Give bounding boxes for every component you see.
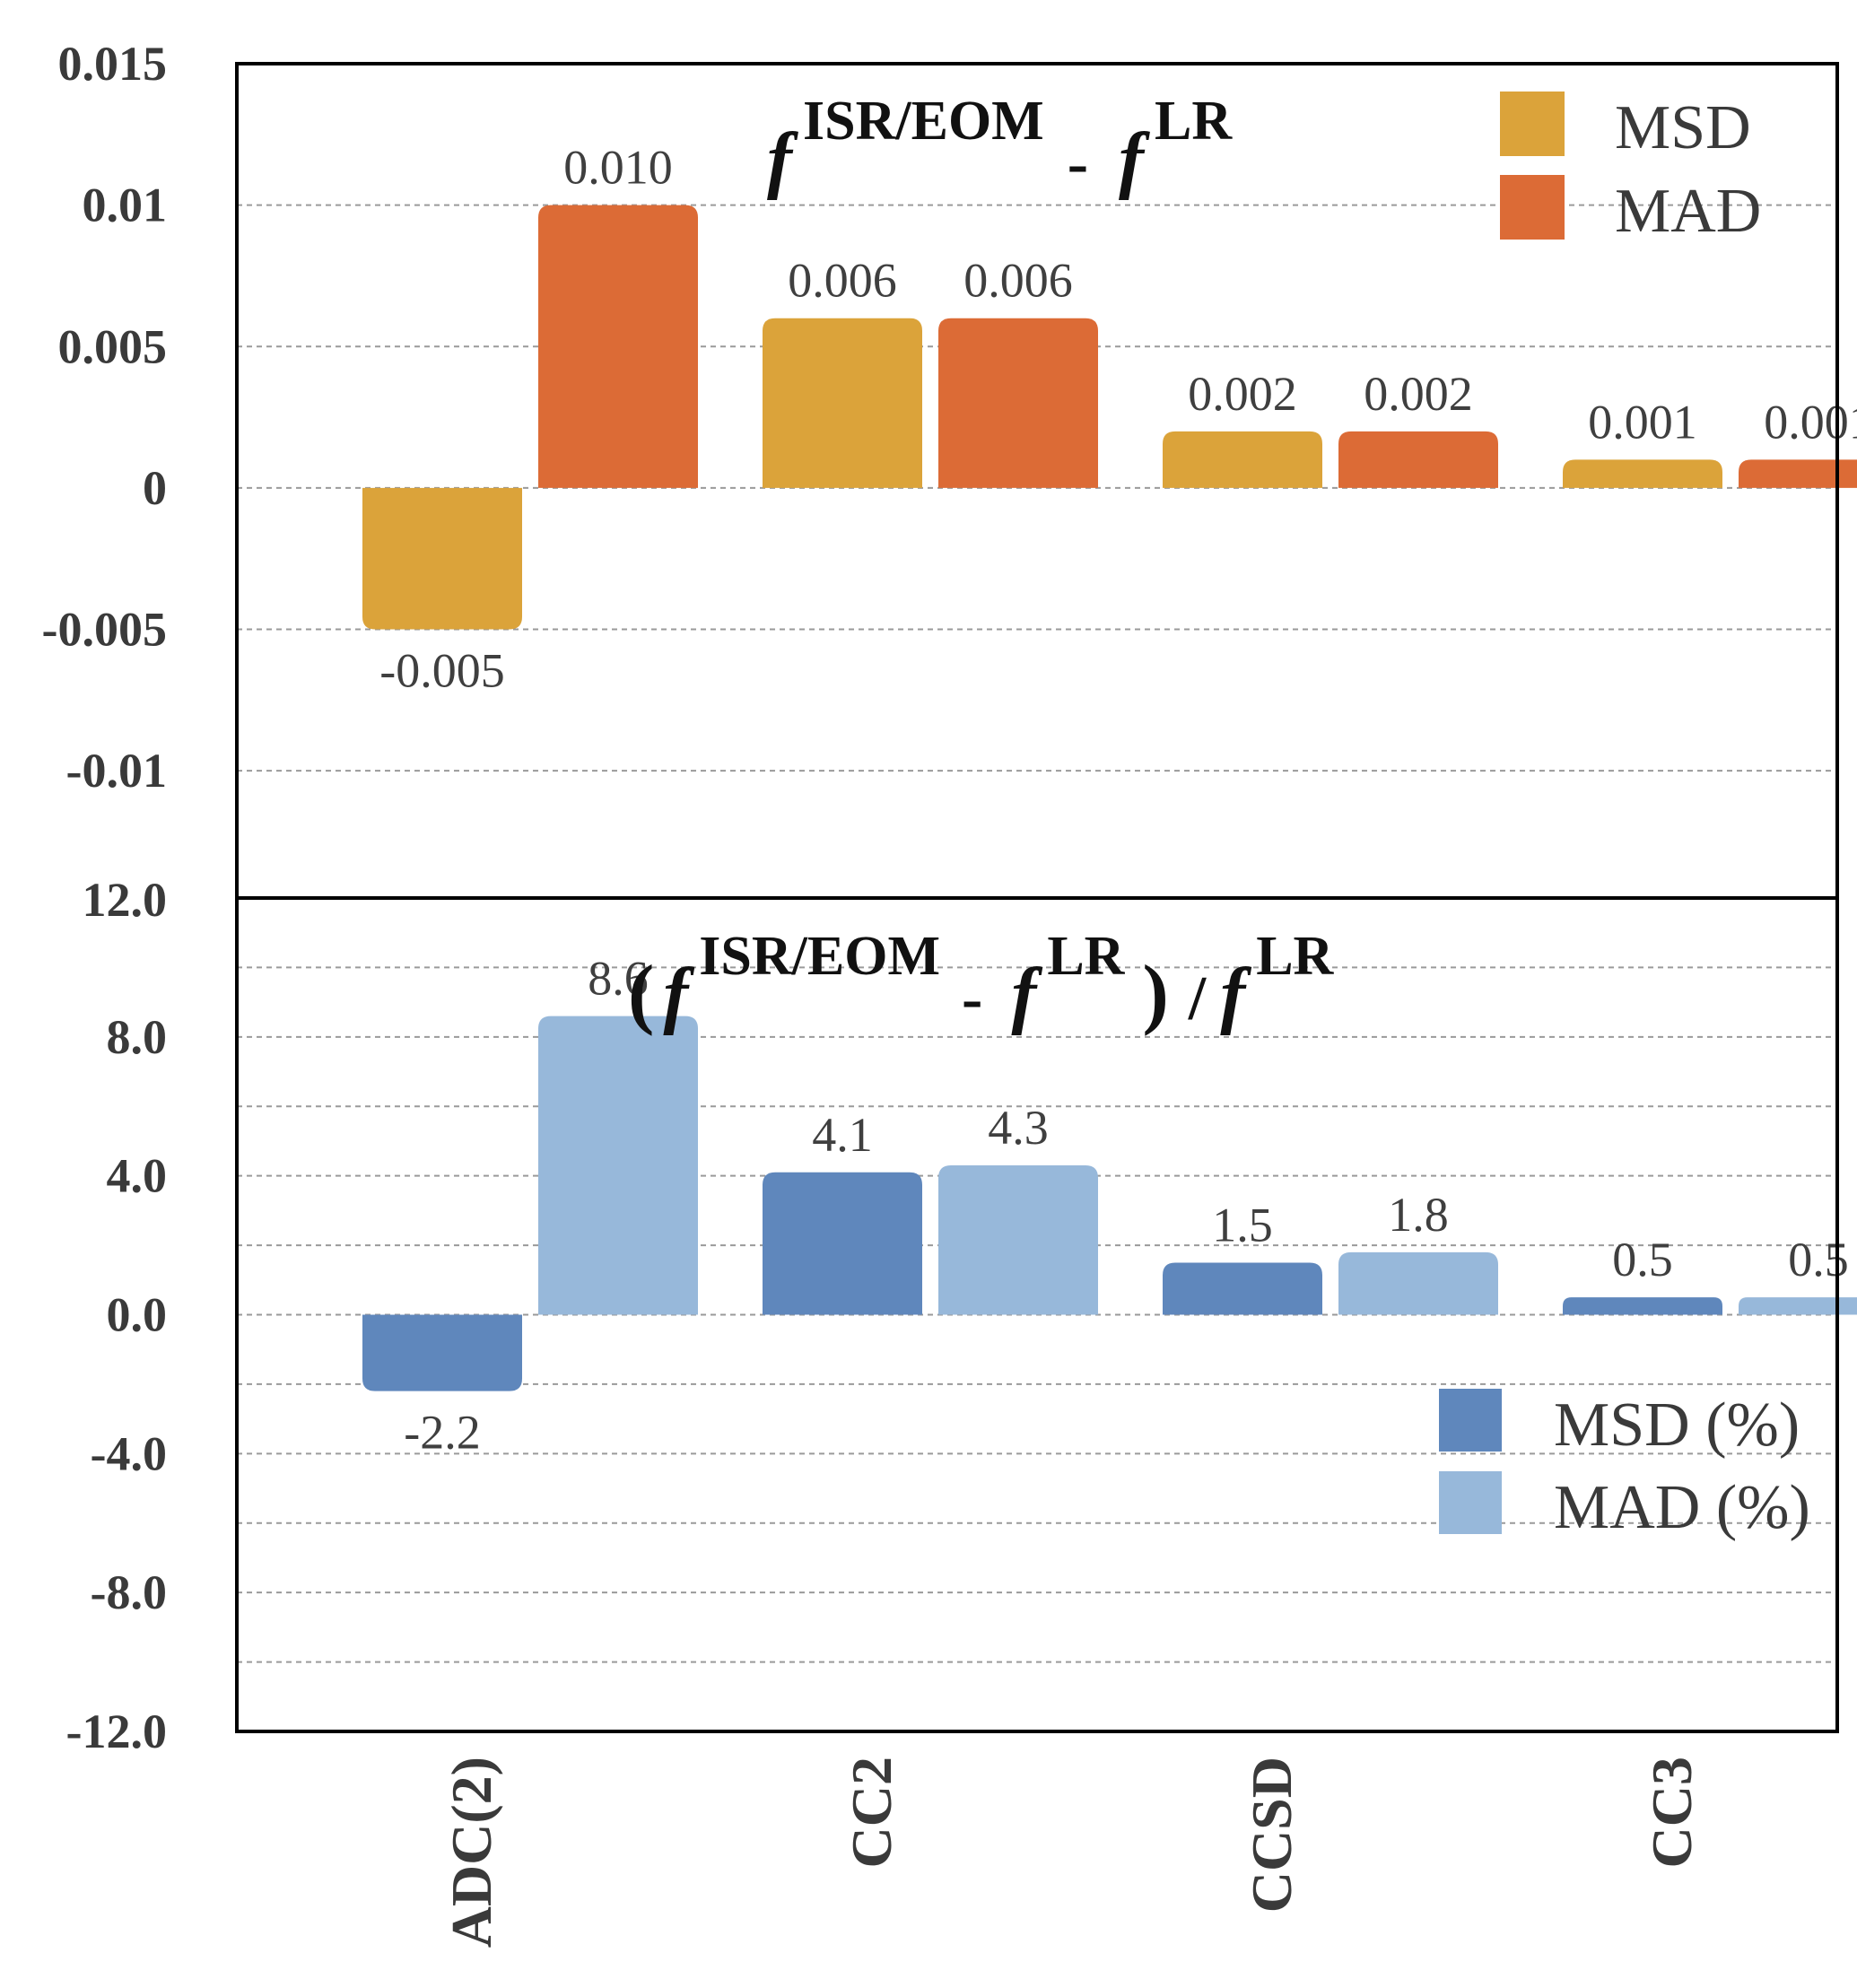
value-label-msd-adc-2: -0.005 [379, 644, 504, 698]
top-title-f2: f [1119, 118, 1150, 201]
top-value-labels: -0.005 0.006 0.002 0.001 0.010 0.006 0.002 0.00… [379, 141, 1857, 698]
bottom-title-f3: f [1220, 953, 1251, 1036]
legend-label-msd: MSD [1615, 93, 1751, 162]
bot-y-tick-label: 8.0 [107, 1010, 168, 1064]
bot-y-tick-label: -8.0 [91, 1565, 167, 1619]
top-y-tick-label: -0.01 [66, 744, 167, 798]
bot-y-tick-label: -4.0 [91, 1426, 167, 1480]
top-bars [362, 205, 1857, 630]
bottom-plot-frame [235, 896, 1839, 1733]
bar-mad-cc2 [938, 318, 1098, 488]
value-label-mad-cc3: 0.5 [1788, 1233, 1849, 1286]
x-axis-category-labels: ADC(2) CC2 CCSD CC3 [440, 1757, 1704, 1948]
legend-label-msd-percent: MSD (%) [1554, 1391, 1800, 1460]
legend-label-mad: MAD [1615, 177, 1761, 246]
top-title: f ISR/EOM - f LR [767, 91, 1233, 201]
bottom-title-sup-lr-2: LR [1256, 926, 1334, 987]
top-panel: -0.0050.0060.0020.0010.0100.0060.0020.00… [42, 37, 1857, 900]
category-label-adc-2: ADC(2) [440, 1757, 503, 1948]
top-y-tick-label: 0 [143, 461, 167, 515]
category-label-cc3: CC3 [1640, 1757, 1704, 1868]
category-label-ccsd: CCSD [1240, 1757, 1303, 1913]
bottom-title-sup-isr-eom: ISR/EOM [699, 926, 940, 987]
bar-mad-adc-2 [538, 1016, 698, 1315]
top-y-tick-label: 0.015 [58, 37, 168, 91]
legend-swatch-msd-percent [1439, 1389, 1502, 1452]
bottom-title: ( f ISR/EOM - f LR ) / f LR [628, 926, 1335, 1037]
bar-mad-cc2 [938, 1165, 1098, 1315]
bot-y-tick-label: 4.0 [107, 1149, 168, 1203]
value-label-mad-cc2: 4.3 [988, 1101, 1049, 1155]
value-label-msd-cc3: 0.001 [1588, 395, 1697, 449]
value-label-msd-cc3: 0.5 [1612, 1233, 1673, 1286]
bottom-title-open-paren: ( [628, 950, 654, 1037]
bar-msd-cc3 [1563, 1297, 1722, 1315]
value-label-mad-ccsd: 1.8 [1388, 1188, 1449, 1242]
bar-msd-cc2 [763, 318, 922, 488]
bottom-bars [362, 1016, 1857, 1391]
bottom-title-close-paren: ) [1142, 950, 1168, 1037]
bot-y-tick-label: 0.0 [107, 1288, 168, 1342]
value-label-msd-adc-2: -2.2 [404, 1406, 480, 1460]
value-label-msd-cc2: 0.006 [788, 254, 897, 308]
bottom-y-axis-ticks: 12.0 8.0 4.0 0.0 -4.0 -8.0 -12.0 [66, 873, 167, 1758]
bot-y-tick-label: -12.0 [66, 1705, 167, 1758]
category-label-cc2: CC2 [840, 1757, 903, 1868]
value-label-msd-ccsd: 0.002 [1188, 367, 1297, 421]
bar-msd-ccsd [1163, 431, 1322, 488]
bottom-title-slash: / [1188, 964, 1207, 1033]
value-label-mad-cc2: 0.006 [963, 254, 1073, 308]
bar-mad-ccsd [1338, 431, 1498, 488]
bottom-panel: -2.2 4.1 1.5 0.5 8.6 4.3 1.8 0.5 12.0 8.0 4.0 0.0 -… [66, 873, 1857, 1758]
legend-swatch-msd [1500, 92, 1565, 156]
top-legend: MSD MAD [1500, 92, 1761, 246]
value-label-mad-cc3: 0.001 [1764, 395, 1857, 449]
top-title-sup-isr-eom: ISR/EOM [803, 91, 1044, 152]
bar-mad-ccsd [1338, 1251, 1498, 1315]
bar-msd-cc3 [1563, 459, 1722, 488]
bottom-title-sup-lr: LR [1047, 926, 1125, 987]
top-y-tick-label: 0.01 [83, 179, 168, 232]
value-label-msd-cc2: 4.1 [812, 1108, 873, 1162]
top-y-tick-label: -0.005 [42, 603, 167, 657]
bar-msd-cc2 [763, 1172, 922, 1315]
bottom-title-minus: - [962, 964, 982, 1033]
legend-label-mad-percent: MAD (%) [1554, 1473, 1810, 1542]
legend-swatch-mad-percent [1439, 1471, 1502, 1534]
top-title-sup-lr: LR [1155, 91, 1233, 152]
value-label-mad-adc-2: 0.010 [563, 141, 673, 195]
value-label-mad-adc-2: 8.6 [588, 952, 649, 1006]
value-label-msd-ccsd: 1.5 [1212, 1198, 1273, 1251]
top-title-minus: - [1068, 129, 1088, 198]
top-y-tick-label: 0.005 [58, 319, 168, 373]
top-title-f1: f [767, 118, 798, 201]
bar-mad-adc-2 [538, 205, 698, 488]
bar-mad-cc3 [1739, 1297, 1857, 1315]
bot-y-tick-label: 12.0 [83, 873, 168, 927]
top-y-axis-ticks: 0.015 0.01 0.005 0 -0.005 -0.01 [42, 37, 167, 798]
bottom-value-labels: -2.2 4.1 1.5 0.5 8.6 4.3 1.8 0.5 [404, 952, 1848, 1460]
bar-msd-ccsd [1163, 1262, 1322, 1315]
value-label-mad-ccsd: 0.002 [1364, 367, 1473, 421]
legend-swatch-mad [1500, 175, 1565, 240]
bottom-legend: MSD (%) MAD (%) [1439, 1389, 1810, 1542]
bottom-title-f2: f [1011, 953, 1042, 1036]
bar-msd-adc-2 [362, 487, 522, 630]
bar-msd-adc-2 [362, 1314, 522, 1391]
bar-mad-cc3 [1739, 459, 1857, 488]
